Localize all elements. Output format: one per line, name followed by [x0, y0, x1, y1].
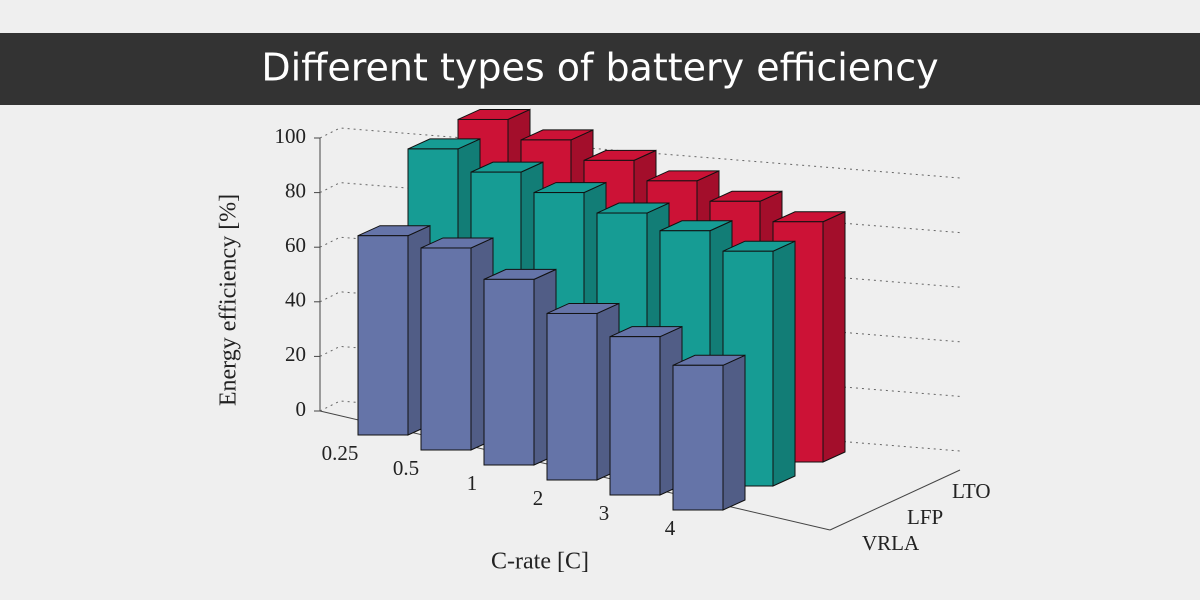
floor-edge — [829, 469, 961, 531]
y-tick-label: 60 — [285, 233, 306, 257]
grid-line — [319, 127, 961, 179]
x-tick-label: 1 — [467, 471, 478, 495]
bar — [672, 364, 724, 511]
grid-line — [319, 182, 961, 234]
bar-side — [822, 210, 846, 463]
title-banner — [0, 33, 1200, 105]
grid-line — [319, 400, 961, 452]
series-label: VRLA — [862, 531, 920, 555]
bar-side — [772, 240, 796, 487]
x-tick-label: 4 — [665, 516, 676, 540]
y-tick-label: 40 — [285, 288, 306, 312]
y-tick-label: 80 — [285, 178, 306, 202]
x-tick-label: 0.25 — [322, 441, 359, 465]
bar — [483, 278, 535, 466]
x-axis-label: C-rate [C] — [491, 549, 589, 575]
grid-line — [319, 236, 961, 288]
y-tick-label: 100 — [275, 124, 307, 148]
y-tick-label: 0 — [296, 397, 307, 421]
series-label: LFP — [907, 505, 943, 529]
x-tick-label: 3 — [599, 501, 610, 525]
chart-title: Different types of battery efficiency — [261, 46, 938, 90]
x-tick-label: 0.5 — [393, 456, 419, 480]
bar — [420, 247, 472, 451]
grid-line — [319, 291, 961, 343]
bar — [546, 312, 598, 481]
bar-side — [722, 354, 746, 511]
bar — [357, 235, 409, 436]
y-axis-label: Energy efficiency [%] — [216, 194, 242, 406]
grid-line — [319, 345, 961, 397]
series-label: LTO — [952, 479, 991, 503]
bar — [609, 336, 661, 496]
y-tick-label: 20 — [285, 342, 306, 366]
x-tick-label: 2 — [533, 486, 544, 510]
